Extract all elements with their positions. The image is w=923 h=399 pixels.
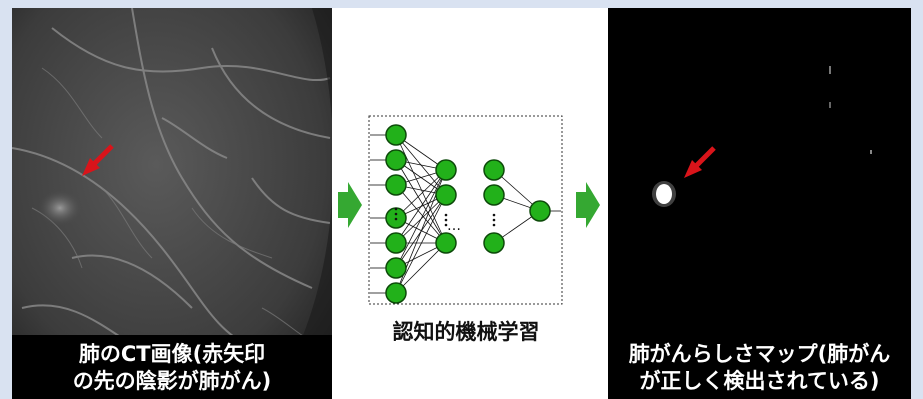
- ellipsis-dot: [394, 207, 398, 211]
- red-arrow-icon: [684, 146, 716, 178]
- tumor-shadow: [38, 190, 82, 226]
- ct-image-panel: 肺のCT画像(赤矢印 の先の陰影が肺がん): [12, 8, 332, 399]
- neural-network-diagram: …: [368, 115, 563, 305]
- ct-scan-image: [12, 8, 332, 399]
- input-node: [385, 257, 407, 279]
- input-node: [385, 282, 407, 304]
- ellipsis-dot: [492, 223, 496, 227]
- hidden-layer-ellipsis: …: [447, 218, 461, 234]
- hidden-node: [435, 184, 457, 206]
- input-node: [385, 124, 407, 146]
- red-arrow-icon: [82, 144, 114, 176]
- ellipsis-dot: [444, 218, 448, 222]
- page-band-left: [0, 0, 12, 399]
- neural-network-graph: …: [368, 115, 563, 305]
- ellipsis-dot: [394, 212, 398, 216]
- hidden-node: [483, 159, 505, 181]
- lung-vessels: [12, 8, 331, 349]
- ellipsis-dot: [444, 223, 448, 227]
- output-node: [529, 200, 551, 222]
- input-node: [385, 149, 407, 171]
- ellipsis-dot: [492, 213, 496, 217]
- flow-arrow-icon: [338, 182, 362, 228]
- detected-tumor-spot: [656, 184, 672, 204]
- hidden-node: [435, 232, 457, 254]
- map-caption-line1: 肺がんらしさマップ(肺がん: [628, 342, 891, 366]
- map-caption-line2: が正しく検出されている): [639, 369, 880, 393]
- ellipsis-dot: [492, 218, 496, 222]
- map-caption: 肺がんらしさマップ(肺がん が正しく検出されている): [608, 335, 911, 399]
- ct-caption-line2: の先の陰影が肺がん): [72, 369, 272, 393]
- network-frame: [368, 115, 563, 305]
- hidden-node: [483, 184, 505, 206]
- hidden-node: [435, 159, 457, 181]
- ct-caption-line1: 肺のCT画像(赤矢印: [78, 342, 266, 366]
- flow-arrow-icon: [576, 182, 600, 228]
- network-label: 認知的機械学習: [392, 320, 540, 344]
- ellipsis-dot: [444, 213, 448, 217]
- page-band-right: [911, 0, 923, 399]
- likelihood-map-image: [608, 8, 911, 399]
- input-node: [385, 232, 407, 254]
- cancer-likelihood-map-panel: 肺がんらしさマップ(肺がん が正しく検出されている): [608, 8, 911, 399]
- ct-image-caption: 肺のCT画像(赤矢印 の先の陰影が肺がん): [12, 335, 332, 399]
- ellipsis-dot: [394, 217, 398, 221]
- page-band-top: [0, 0, 923, 8]
- hidden-node: [483, 232, 505, 254]
- input-node: [385, 174, 407, 196]
